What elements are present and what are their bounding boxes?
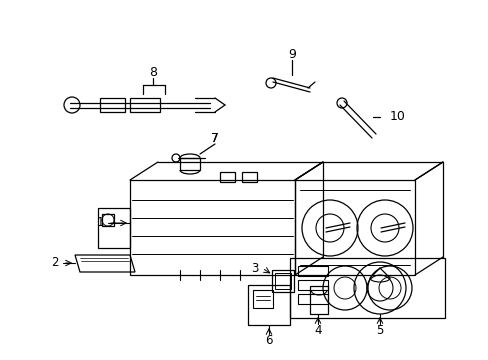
Bar — [297, 280, 327, 290]
Text: 7: 7 — [211, 131, 218, 144]
Text: 4: 4 — [314, 324, 321, 337]
Bar — [247, 285, 289, 325]
Bar — [297, 266, 327, 276]
Text: 3: 3 — [251, 261, 258, 274]
Text: 7: 7 — [210, 131, 219, 144]
Text: 2: 2 — [51, 256, 59, 270]
Bar — [274, 273, 290, 289]
Text: 5: 5 — [376, 324, 383, 337]
Bar — [130, 180, 294, 275]
Bar — [100, 98, 125, 112]
Text: 8: 8 — [149, 66, 157, 78]
Bar — [242, 172, 257, 182]
Text: 6: 6 — [264, 333, 272, 346]
Bar — [297, 294, 327, 304]
Bar — [252, 290, 272, 308]
Bar — [220, 172, 235, 182]
Bar — [309, 286, 327, 314]
Text: 10: 10 — [389, 111, 405, 123]
Text: 9: 9 — [287, 49, 295, 62]
Bar — [289, 258, 444, 318]
Bar — [102, 214, 114, 226]
Bar — [98, 208, 130, 248]
Bar — [271, 270, 293, 292]
Bar — [130, 98, 160, 112]
Text: 1: 1 — [96, 216, 103, 230]
Bar — [294, 180, 414, 275]
Bar — [180, 158, 200, 170]
